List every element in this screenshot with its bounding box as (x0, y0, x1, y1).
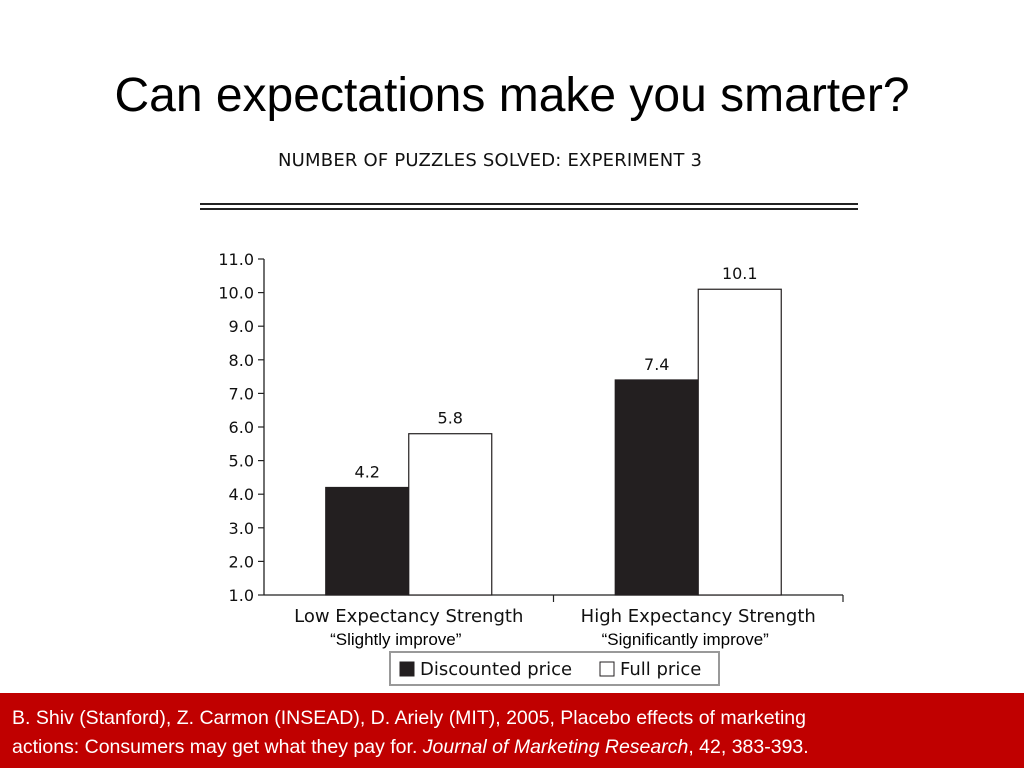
category-annotation: “Slightly improve” (330, 630, 462, 649)
bar-discounted-1 (614, 379, 699, 596)
x-category-label: High Expectancy Strength (581, 606, 816, 627)
y-tick-label: 3.0 (229, 519, 254, 538)
legend-box (389, 651, 720, 686)
data-label: 10.1 (722, 264, 758, 283)
y-tick-label: 10.0 (218, 284, 254, 303)
chart-title: NUMBER OF PUZZLES SOLVED: EXPERIMENT 3 (278, 150, 703, 171)
citation-text: actions: Consumers may get what they pay… (12, 736, 423, 758)
bar-chart: 1.0 2.0 3.0 4.0 5.0 6.0 7.0 8.0 9.0 10.0 11.0 4.2 5.… (218, 250, 844, 686)
data-label: 7.4 (644, 355, 669, 374)
legend-label-full: Full price (620, 659, 701, 680)
title-rule-bottom (200, 208, 858, 210)
y-tick-label: 2.0 (229, 552, 254, 571)
data-label: 4.2 (355, 462, 380, 481)
y-tick-label: 4.0 (229, 485, 254, 504)
y-tick-label: 11.0 (218, 250, 254, 269)
title-rule-top (200, 203, 858, 205)
citation-line-2: actions: Consumers may get what they pay… (12, 733, 1012, 762)
citation-volume: , 42, 383-393. (688, 736, 809, 758)
y-tick-label: 8.0 (229, 351, 254, 370)
y-tick-label: 9.0 (229, 317, 254, 336)
slide-title: Can expectations make you smarter? (114, 69, 910, 122)
citation-journal: Journal of Marketing Research (422, 736, 689, 758)
y-tick-label: 5.0 (229, 452, 254, 471)
bar-full-1 (697, 288, 782, 596)
y-tick-label: 1.0 (229, 586, 254, 605)
bar-full-0 (408, 433, 493, 596)
citation-line-1: B. Shiv (Stanford), Z. Carmon (INSEAD), … (12, 707, 806, 729)
legend-swatch-full (599, 661, 615, 677)
category-annotation: “Significantly improve” (602, 630, 770, 649)
y-tick-label: 7.0 (229, 384, 254, 403)
bar-discounted-0 (325, 486, 410, 596)
legend-label-discounted: Discounted price (420, 659, 572, 680)
data-label: 5.8 (438, 409, 463, 428)
citation-footer: B. Shiv (Stanford), Z. Carmon (INSEAD), … (0, 693, 1024, 768)
legend-swatch-discounted (399, 661, 415, 677)
y-tick-label: 6.0 (229, 418, 254, 437)
x-category-label: Low Expectancy Strength (294, 606, 523, 627)
